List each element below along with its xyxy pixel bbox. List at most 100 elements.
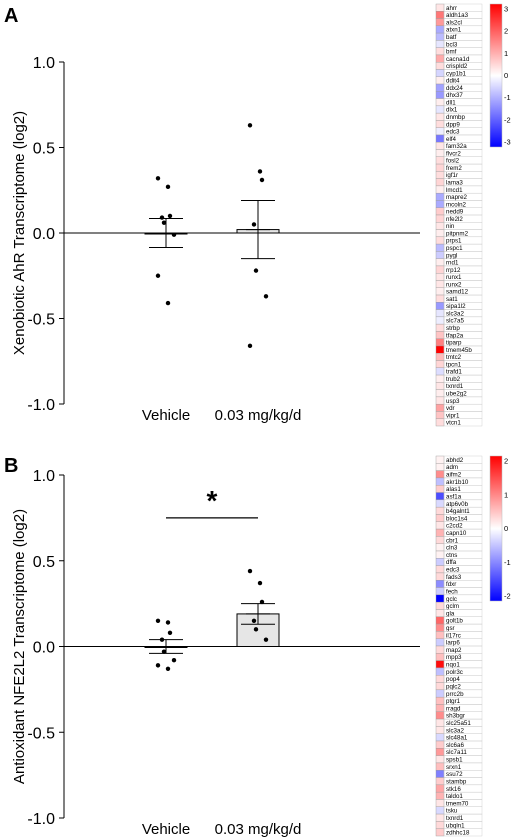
gene-label: runx2 [446,281,462,288]
gene-label: crispld2 [446,63,468,70]
gene-label: pop4 [446,676,460,683]
gene-label: abhd2 [446,457,464,464]
gene-label: gsr [446,625,455,632]
gene-label: gclm [446,603,459,610]
heatmap-cell [435,550,445,559]
heatmap-cell [435,506,445,515]
data-point [167,630,173,635]
gene-label: vdr [446,405,455,412]
heatmap-cell [435,704,445,712]
y-tick-label: 0.5 [33,554,55,571]
gene-label: slc7a5 [446,318,464,325]
heatmap-cell [435,374,445,383]
colorbar-tick-label: -2 [504,592,511,601]
gene-label: igf1r [446,172,458,179]
heatmap-cell [435,353,445,361]
gene-label: strbp [446,325,460,332]
colorbar-tick-label: -1 [504,558,511,567]
heatmap-cell [435,331,445,339]
gene-label: flvcr2 [446,150,461,157]
gene-label: ubqln1 [446,822,465,829]
heatmap-cell [435,485,445,493]
gene-label: map2 [446,647,462,654]
heatmap-cell [435,178,445,187]
gene-label: dpp9 [446,121,460,128]
heatmap-cell [435,572,445,581]
gene-label: tpcn1 [446,361,462,368]
heatmap-cell [435,163,445,172]
gene-label: tmem45b [446,347,472,354]
gene-label: bloc1s4 [446,515,468,522]
heatmap-cell [435,265,445,274]
heatmap-cell [435,382,445,390]
heatmap-cell [435,777,445,786]
heatmap-cell [435,338,445,347]
gene-label: stk16 [446,786,461,793]
gene-label: pqlc2 [446,683,461,690]
heatmap-cell [435,403,445,412]
data-point [161,220,167,225]
gene-label: edc3 [446,567,460,574]
gene-label: slc3a2 [446,310,464,317]
heatmap-cell [435,418,445,427]
gene-label: slc25a51 [446,720,471,727]
data-point [161,649,167,654]
y-tick-label: 0.0 [33,640,55,657]
heatmap-cell [435,645,445,654]
heatmap-cell [435,565,445,574]
gene-label: cacna1d [446,56,470,63]
gene-label: dll1 [446,99,456,106]
heatmap-cell [435,470,445,479]
gene-label: prrc2b [446,691,464,698]
heatmap-cell [435,711,445,720]
heatmap-cell [435,258,445,267]
gene-label: fads3 [446,574,462,581]
heatmap-cell [435,120,445,128]
panel-a: A 1.0 0.5 0.0 -0.5 -1.0 Xenobiotic AhR Transcr… [4,3,511,427]
data-point [165,184,171,190]
heatmap-cell [435,748,445,756]
heatmap-cell [435,718,445,727]
heatmap-cell [435,499,445,508]
colorbar-tick-label: 2 [504,27,508,36]
gene-label: fam32a [446,143,467,150]
heatmap-cell [435,770,445,778]
heatmap: ahrraldh1a3als2clatxn1batfbcl3bmfcacna1d… [435,3,483,427]
colorbar-tick-label: 1 [504,490,508,499]
data-point [259,177,265,183]
heatmap-cell [435,134,445,143]
y-tick-label: 1.0 [33,55,55,72]
y-tick-label: 0.5 [33,141,55,158]
gene-label: pygl [446,252,457,259]
panel-label: B [4,455,18,477]
heatmap-cell [435,302,445,310]
gene-label: adm [446,464,458,471]
heatmap-cell [435,762,445,771]
gene-label: ctns [446,552,457,559]
gene-label: dlx1 [446,107,458,114]
heatmap-cell [435,601,445,610]
heatmap-cell [435,200,445,208]
data-point [263,637,269,642]
gene-label: taldo1 [446,793,463,800]
heatmap-cell [435,389,445,398]
y-tick-label: 0.0 [33,226,55,243]
category-label: 0.03 mg/kg/d [215,407,302,424]
heatmap-cell [435,733,445,742]
data-point [167,213,173,219]
heatmap-cell [435,521,445,530]
gene-label: larp6 [446,640,460,647]
heatmap-cell [435,83,445,92]
gene-label: cbr1 [446,537,459,544]
heatmap-cell [435,243,445,252]
data-point [247,343,253,349]
data-point [165,620,171,625]
gene-label: tmtc2 [446,354,462,361]
gene-label: als2cl [446,19,462,26]
heatmap-cell [435,396,445,405]
gene-label: tfap2a [446,332,464,339]
data-point [259,599,265,605]
colorbar-tick-label: 1 [504,49,508,58]
heatmap-cell [435,791,445,800]
heatmap-cell [435,623,445,632]
